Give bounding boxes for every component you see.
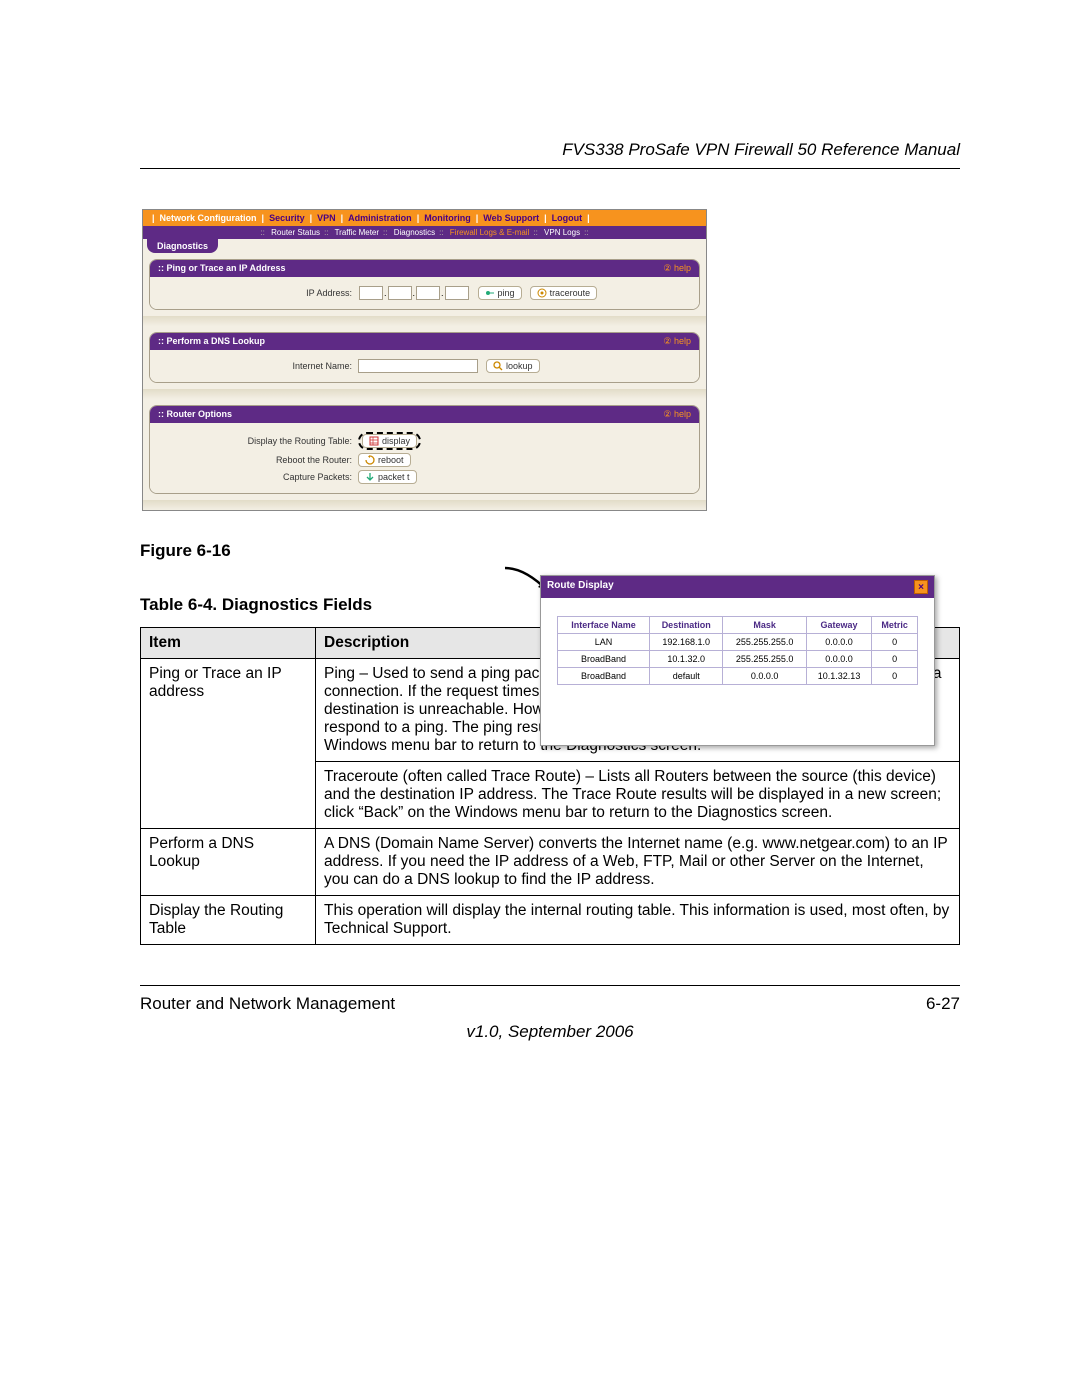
- ip-octet-input[interactable]: [445, 286, 469, 300]
- close-icon[interactable]: ×: [914, 580, 928, 594]
- ping-button[interactable]: ping: [478, 286, 522, 300]
- nav-sub-item[interactable]: Firewall Logs & E-mail: [450, 228, 530, 237]
- nav-item[interactable]: Network Configuration: [160, 213, 257, 223]
- ip-octet-input[interactable]: [388, 286, 412, 300]
- col-header: Metric: [872, 617, 918, 634]
- col-header: Mask: [723, 617, 807, 634]
- reboot-button[interactable]: reboot: [358, 453, 411, 467]
- footer-left: Router and Network Management: [140, 994, 395, 1014]
- footer-page-number: 6-27: [926, 994, 960, 1014]
- ip-address-label: IP Address:: [158, 288, 358, 298]
- col-header: Destination: [650, 617, 723, 634]
- col-header: Gateway: [806, 617, 871, 634]
- page-footer: Router and Network Management 6-27: [140, 985, 960, 1014]
- nav-item[interactable]: Administration: [348, 213, 412, 223]
- packet-trace-button[interactable]: packet t: [358, 470, 417, 484]
- table-row: Perform a DNS Lookup A DNS (Domain Name …: [141, 829, 960, 896]
- help-link[interactable]: ② help: [663, 409, 691, 420]
- reboot-label: Reboot the Router:: [158, 455, 358, 465]
- figure-caption: Figure 6-16: [140, 541, 960, 561]
- ip-octet-input[interactable]: [416, 286, 440, 300]
- internet-name-input[interactable]: [358, 359, 478, 373]
- table-row: BroadBand10.1.32.0255.255.255.00.0.0.00: [558, 651, 918, 668]
- table-row: BroadBanddefault0.0.0.010.1.32.130: [558, 668, 918, 685]
- ip-octet-input[interactable]: [359, 286, 383, 300]
- col-header: Interface Name: [558, 617, 650, 634]
- footer-version: v1.0, September 2006: [140, 1022, 960, 1042]
- traceroute-button[interactable]: traceroute: [530, 286, 598, 300]
- highlight-annotation: display: [358, 432, 421, 450]
- nav-sub-item[interactable]: VPN Logs: [544, 228, 580, 237]
- routing-table-label: Display the Routing Table:: [158, 436, 358, 446]
- panel-title: :: Ping or Trace an IP Address: [158, 263, 286, 274]
- nav-item[interactable]: Web Support: [483, 213, 539, 223]
- table-icon: [369, 436, 379, 446]
- table-row: LAN192.168.1.0255.255.255.00.0.0.00: [558, 634, 918, 651]
- help-link[interactable]: ② help: [663, 263, 691, 274]
- nav-item[interactable]: Security: [269, 213, 305, 223]
- nav-item[interactable]: VPN: [317, 213, 336, 223]
- ping-icon: [485, 288, 495, 298]
- dns-panel: :: Perform a DNS Lookup ② help Internet …: [149, 332, 700, 383]
- download-icon: [365, 472, 375, 482]
- router-screenshot: | Network Configuration| Security| VPN| …: [142, 209, 707, 511]
- lookup-button[interactable]: lookup: [486, 359, 540, 373]
- route-display-popup: Route Display × Interface Name Destinati…: [540, 575, 935, 746]
- popup-title: Route Display: [547, 580, 614, 594]
- nav-item[interactable]: Monitoring: [424, 213, 471, 223]
- nav-sub-item[interactable]: Router Status: [271, 228, 320, 237]
- reboot-icon: [365, 455, 375, 465]
- display-button[interactable]: display: [362, 434, 417, 448]
- panel-title: :: Router Options: [158, 409, 232, 420]
- primary-nav: | Network Configuration| Security| VPN| …: [143, 210, 706, 226]
- route-table: Interface Name Destination Mask Gateway …: [557, 616, 918, 685]
- nav-sub-item[interactable]: Diagnostics: [394, 228, 435, 237]
- table-row: Display the Routing Table This operation…: [141, 896, 960, 945]
- help-link[interactable]: ② help: [663, 336, 691, 347]
- nav-item[interactable]: Logout: [552, 213, 583, 223]
- lookup-icon: [493, 361, 503, 371]
- nav-sub-item[interactable]: Traffic Meter: [335, 228, 379, 237]
- col-header: Item: [141, 628, 316, 659]
- traceroute-icon: [537, 288, 547, 298]
- internet-name-label: Internet Name:: [158, 361, 358, 371]
- active-tab: Diagnostics: [147, 239, 218, 253]
- router-options-panel: :: Router Options ② help Display the Rou…: [149, 405, 700, 494]
- capture-label: Capture Packets:: [158, 472, 358, 482]
- document-header: FVS338 ProSafe VPN Firewall 50 Reference…: [140, 140, 960, 169]
- secondary-nav: :: Router Status:: Traffic Meter:: Diagn…: [143, 226, 706, 239]
- panel-title: :: Perform a DNS Lookup: [158, 336, 265, 347]
- ping-panel: :: Ping or Trace an IP Address ② help IP…: [149, 259, 700, 310]
